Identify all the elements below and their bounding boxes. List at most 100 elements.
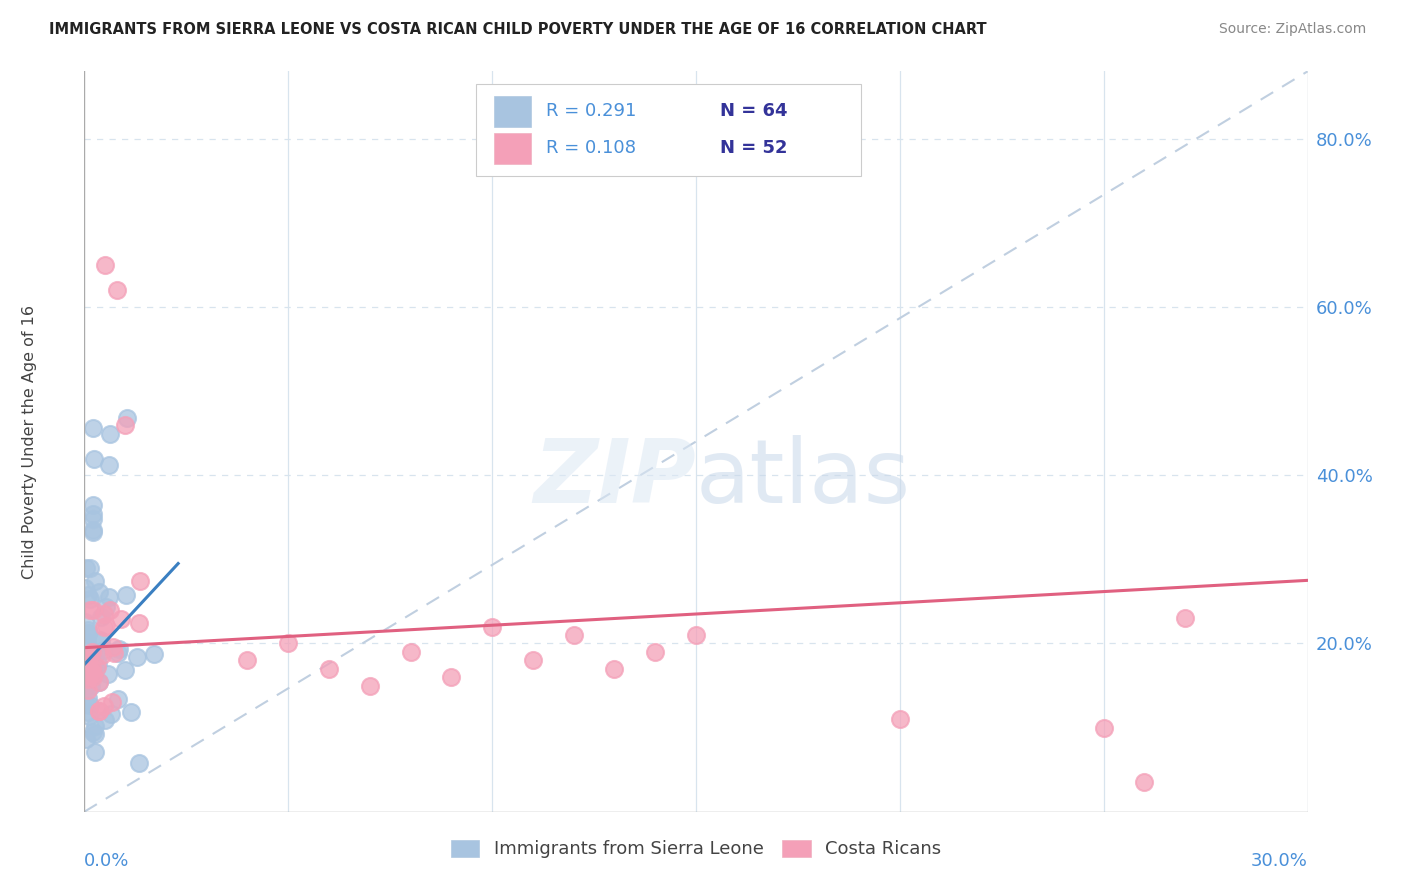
Point	[77, 655, 100, 669]
Text: atlas: atlas	[696, 435, 911, 522]
Point	[77, 653, 100, 667]
Point	[82, 666, 104, 681]
Point	[685, 628, 707, 642]
Point	[84, 574, 107, 589]
Point	[115, 588, 138, 602]
Text: N = 52: N = 52	[720, 139, 787, 157]
Point	[87, 704, 110, 718]
Point	[75, 615, 97, 629]
Point	[75, 648, 97, 662]
Point	[75, 642, 97, 657]
Text: R = 0.108: R = 0.108	[546, 139, 636, 157]
Point	[115, 410, 138, 425]
Point	[114, 663, 136, 677]
Point	[96, 619, 118, 633]
Point	[84, 745, 107, 759]
Point	[76, 658, 98, 673]
Point	[120, 705, 142, 719]
Point	[75, 732, 97, 747]
Point	[86, 660, 108, 674]
Point	[82, 603, 104, 617]
Point	[318, 662, 340, 676]
Point	[77, 655, 100, 669]
Point	[481, 619, 503, 633]
Point	[105, 283, 128, 297]
Point	[89, 632, 111, 647]
Point	[87, 657, 110, 671]
Point	[79, 669, 101, 683]
Point	[1174, 611, 1197, 625]
Point	[107, 646, 129, 660]
Text: R = 0.291: R = 0.291	[546, 103, 636, 120]
Point	[82, 667, 104, 681]
Text: IMMIGRANTS FROM SIERRA LEONE VS COSTA RICAN CHILD POVERTY UNDER THE AGE OF 16 CO: IMMIGRANTS FROM SIERRA LEONE VS COSTA RI…	[49, 22, 987, 37]
Point	[96, 600, 118, 615]
Point	[77, 682, 100, 697]
Point	[84, 661, 107, 675]
Text: ZIP: ZIP	[533, 435, 696, 522]
Point	[79, 560, 101, 574]
Point	[93, 699, 115, 714]
Point	[89, 675, 111, 690]
Point	[125, 650, 148, 665]
Point	[522, 653, 544, 667]
Point	[83, 727, 105, 741]
Point	[93, 642, 115, 657]
Point	[90, 648, 112, 663]
Legend: Immigrants from Sierra Leone, Costa Ricans: Immigrants from Sierra Leone, Costa Rica…	[443, 832, 949, 865]
Point	[107, 692, 129, 706]
Point	[440, 670, 463, 684]
Point	[1092, 721, 1115, 735]
Point	[90, 634, 112, 648]
Point	[236, 653, 259, 667]
Point	[128, 756, 150, 770]
Point	[103, 640, 125, 654]
Point	[98, 590, 121, 604]
Point	[84, 646, 107, 660]
Point	[82, 511, 104, 525]
Point	[142, 647, 165, 661]
Point	[76, 635, 98, 649]
Point	[110, 612, 132, 626]
Point	[77, 672, 100, 686]
Point	[76, 623, 98, 637]
Point	[87, 704, 110, 718]
Point	[79, 603, 101, 617]
Point	[82, 420, 104, 434]
Point	[98, 426, 121, 441]
Point	[77, 649, 100, 664]
Point	[277, 636, 299, 650]
Point	[93, 258, 115, 272]
Text: Child Poverty Under the Age of 16: Child Poverty Under the Age of 16	[22, 304, 37, 579]
Point	[79, 709, 101, 723]
Point	[103, 646, 125, 660]
Point	[82, 498, 104, 512]
Point	[82, 523, 104, 537]
Point	[79, 662, 101, 676]
Point	[93, 619, 115, 633]
Point	[77, 627, 100, 641]
Point	[82, 645, 104, 659]
Point	[89, 610, 111, 624]
Point	[82, 508, 104, 522]
Point	[100, 707, 122, 722]
Point	[108, 642, 131, 657]
Point	[75, 560, 97, 574]
Point	[644, 645, 666, 659]
Point	[79, 592, 101, 607]
Point	[128, 574, 150, 589]
Point	[76, 705, 98, 719]
Point	[77, 588, 100, 602]
Text: 30.0%: 30.0%	[1251, 853, 1308, 871]
Point	[94, 714, 117, 728]
Point	[80, 679, 103, 693]
FancyBboxPatch shape	[475, 84, 860, 177]
FancyBboxPatch shape	[494, 133, 531, 164]
Point	[97, 667, 120, 681]
Point	[80, 661, 103, 675]
Point	[603, 662, 626, 676]
Point	[101, 695, 124, 709]
Point	[87, 675, 110, 690]
Text: 0.0%: 0.0%	[84, 853, 129, 871]
Point	[114, 417, 136, 432]
